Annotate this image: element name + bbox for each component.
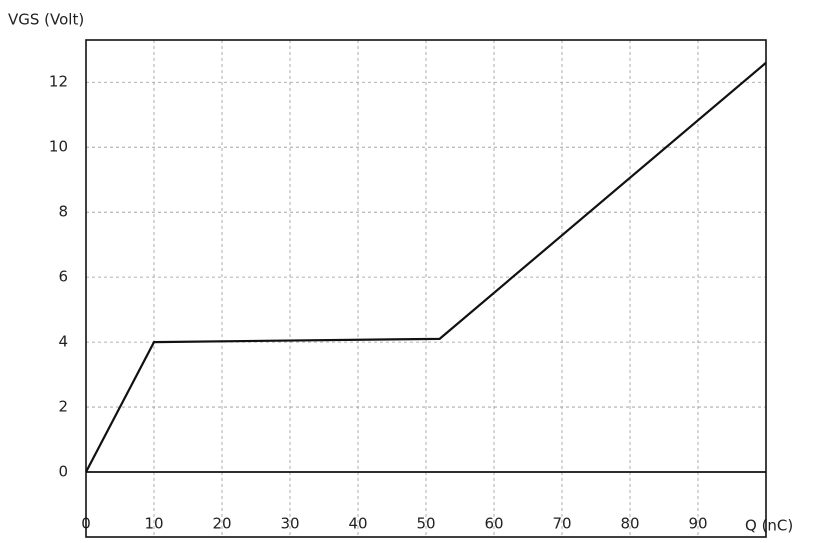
- y-tick-label: 6: [58, 268, 68, 286]
- x-axis-label: Q (nC): [745, 517, 793, 535]
- x-tick-label: 20: [212, 515, 231, 533]
- y-tick-label: 12: [49, 73, 68, 91]
- chart: VGS (Volt) Q (nC) 0246810120102030405060…: [0, 0, 822, 543]
- y-tick-label: 2: [58, 398, 68, 416]
- x-tick-label: 50: [416, 515, 435, 533]
- x-tick-label: 80: [620, 515, 639, 533]
- y-tick-label: 4: [58, 333, 68, 351]
- x-tick-label: 90: [688, 515, 707, 533]
- x-tick-label: 10: [144, 515, 163, 533]
- x-tick-label: 70: [552, 515, 571, 533]
- y-tick-label: 8: [58, 203, 68, 221]
- x-tick-label: 40: [348, 515, 367, 533]
- y-tick-label: 0: [58, 463, 68, 481]
- y-tick-label: 10: [49, 138, 68, 156]
- x-tick-label: 60: [484, 515, 503, 533]
- x-tick-label: 30: [280, 515, 299, 533]
- y-axis-label: VGS (Volt): [8, 11, 84, 29]
